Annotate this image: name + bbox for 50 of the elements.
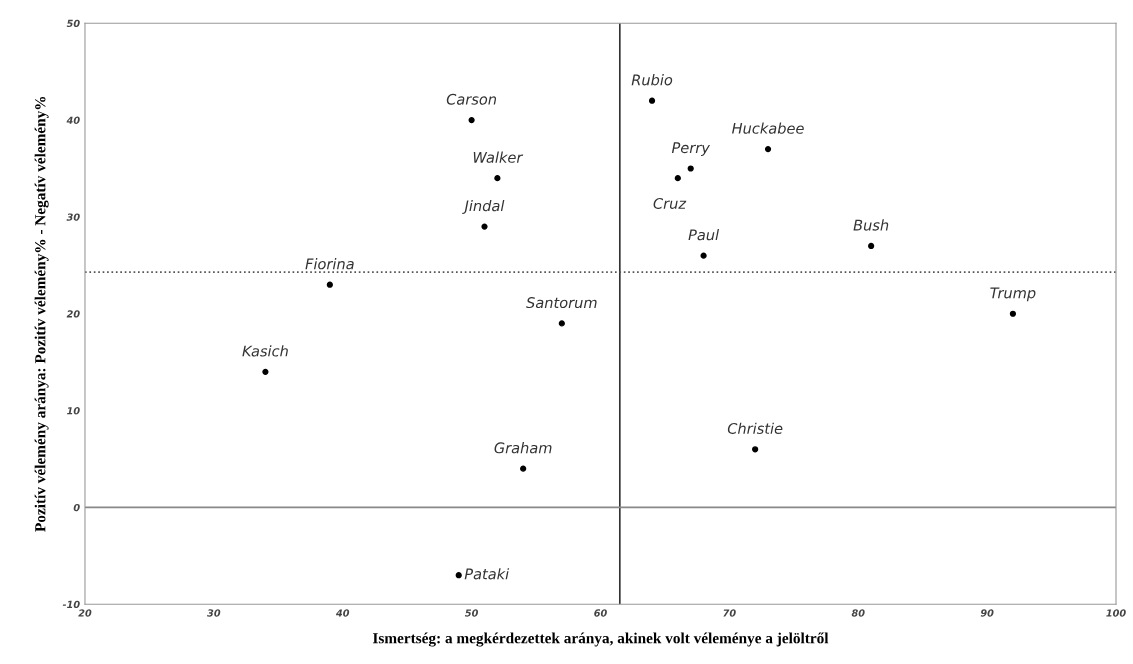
x-tick-label: 20	[78, 609, 92, 617]
point	[326, 281, 333, 288]
point	[648, 97, 656, 104]
x-tick-label: 70	[723, 609, 736, 617]
annotation: Perry	[671, 142, 711, 156]
point	[494, 175, 501, 182]
x-tick-label: 30	[207, 609, 221, 617]
y-tick-label: 40	[66, 116, 80, 124]
y-tick-label: 30	[66, 213, 80, 221]
point	[262, 368, 269, 375]
x-tick-label: 60	[594, 609, 607, 617]
annotation: Christie	[727, 422, 783, 434]
point	[674, 175, 681, 182]
annotation: Walker	[473, 151, 524, 163]
y-tick-label: 20	[66, 310, 80, 318]
annotation: Jindal	[462, 199, 505, 214]
annotation: Kasich	[242, 345, 288, 357]
y-axis-title: Pozitív vélemény aránya: Pozitív vélemény% - Negatív vélemény%	[34, 96, 49, 532]
x-tick-label: 40	[335, 609, 350, 617]
point	[700, 252, 707, 259]
point	[687, 165, 694, 172]
point	[558, 320, 565, 327]
point	[481, 223, 488, 230]
point	[455, 572, 462, 579]
point	[520, 465, 527, 472]
annotation: Carson	[446, 93, 497, 105]
annotation: Bush	[853, 219, 889, 231]
annotation: Huckabee	[732, 122, 804, 134]
x-tick-label: 100	[1106, 609, 1126, 617]
point	[752, 446, 759, 453]
point	[468, 116, 475, 124]
annotation: Fiorina	[305, 258, 354, 270]
annotation: Santorum	[526, 297, 597, 309]
x-axis-title: Ismertség: a megkérdezettek aránya, akinek volt véleménye a jelöltről	[372, 632, 829, 647]
point	[1009, 310, 1017, 317]
point	[764, 146, 772, 153]
annotation: Graham	[494, 442, 552, 454]
annotation: Cruz	[653, 197, 687, 209]
point	[868, 242, 875, 250]
annotation: Trump	[990, 287, 1036, 302]
y-tick-label: 0	[73, 503, 80, 512]
annotation: Paul	[688, 229, 720, 241]
x-tick-label: 90	[980, 609, 994, 617]
y-tick-label: 50	[66, 19, 80, 28]
annotation: Pataki	[464, 568, 510, 580]
annotation: Rubio	[631, 74, 673, 86]
y-tick-label: -10	[62, 600, 80, 609]
x-tick-label: 50	[464, 609, 479, 617]
y-tick-label: 10	[67, 407, 80, 415]
x-tick-label: 80	[851, 609, 865, 617]
